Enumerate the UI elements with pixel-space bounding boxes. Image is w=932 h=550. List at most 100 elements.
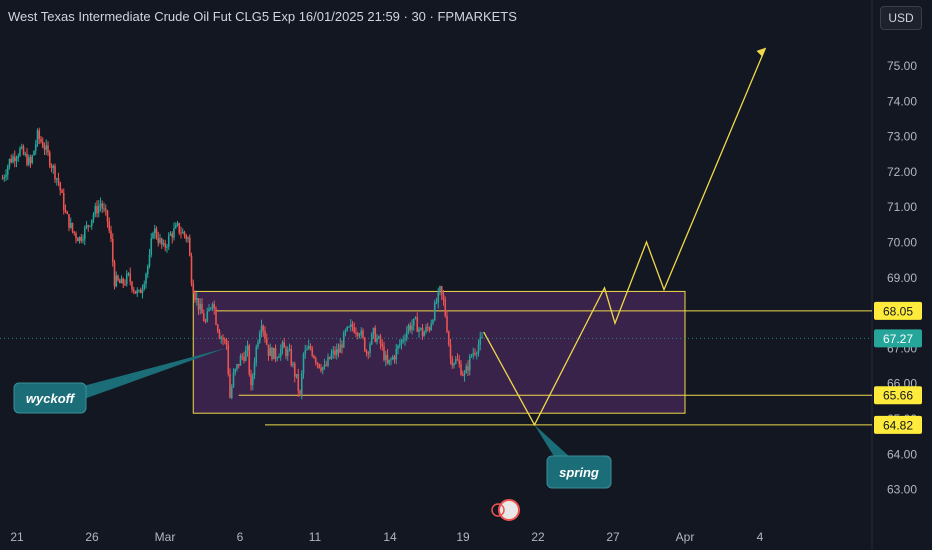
candle-body [412,318,415,326]
candle-body [96,206,98,214]
candle-body [400,340,403,345]
candle-body [225,339,228,345]
candle-body [47,145,49,153]
chart-title: West Texas Intermediate Crude Oil Fut CL… [8,9,517,24]
candle-body [164,243,167,248]
candle-body [472,353,475,356]
candle-body [428,327,431,330]
candle-body [458,360,461,364]
candle-body [470,355,473,357]
candle-body [402,339,405,341]
candle-body [253,362,256,376]
candle-body [279,348,282,357]
candle-body [166,246,168,248]
candle-body [125,274,128,285]
candle-body [197,298,200,310]
candle-body [227,344,230,374]
candle-body [395,348,398,360]
candle-body [169,233,172,236]
spring-callout-pointer [534,424,571,458]
candle-body [192,283,195,293]
candle-body [106,210,109,222]
candle-body [180,232,182,234]
candle-body [134,290,137,294]
candle-body [94,206,97,215]
candle-body [139,290,142,294]
candle-body [89,225,91,227]
wyckoff-callout-pointer [72,347,227,399]
x-tick-label: 26 [85,530,99,544]
candle-body [439,286,441,291]
candle-body [237,364,240,366]
candle-body [468,356,471,371]
candle-body [264,330,266,339]
candle-body [118,280,121,284]
candle-body [356,333,359,336]
candle-body [12,156,14,163]
candle-body [136,290,139,294]
candle-body [27,157,30,165]
candle-body [216,324,219,332]
candle-body [206,311,209,322]
candle-body [430,323,433,330]
candle-body [311,348,314,356]
candle-body [73,231,76,234]
candle-body [397,345,399,349]
candle-body [22,146,25,155]
candle-body [437,290,440,303]
candle-body [213,303,216,309]
candle-body [54,165,56,180]
candle-body [285,347,287,357]
candle-body [463,373,466,376]
candle-body [115,275,118,287]
candle-body [232,372,235,387]
candle-body [425,326,427,333]
candle-body [229,373,231,398]
candle-body [160,238,163,245]
candle-body [132,289,135,291]
candle-body [300,373,303,395]
candle-body [444,299,447,317]
candle-body [57,178,60,183]
candle-body [64,210,67,212]
candle-body [267,344,270,356]
candle-body [341,344,343,348]
candle-body [258,333,261,343]
candle-body [50,165,53,168]
candle-body [230,386,233,398]
candle-body [379,336,382,345]
candle-body [360,330,363,335]
projection-arrowhead [756,47,766,57]
wyckoff-callout-text: wyckoff [26,391,76,406]
candle-body [365,350,368,353]
candle-body [454,359,457,364]
candle-body [99,203,102,206]
candle-body [332,350,335,354]
candle-body [38,130,41,139]
candle-body [381,344,384,347]
candle-body [325,364,328,366]
candle-body [465,366,468,374]
candle-body [293,363,296,377]
candle-body [127,273,130,275]
candle-body [55,178,58,180]
candle-body [299,390,301,395]
candle-body [234,368,237,373]
candle-body [363,337,366,351]
candle-body [155,228,158,238]
currency-button[interactable]: USD [880,6,922,30]
candle-body [215,308,217,325]
candle-body [390,359,392,361]
candle-body [391,356,394,360]
candle-body [339,344,342,353]
candle-body [388,359,391,364]
candle-body [101,203,104,209]
candle-body [250,374,252,386]
candle-body [248,345,251,375]
candle-body [461,374,464,376]
candle-body [36,130,39,145]
candle-body [66,211,69,215]
candle-body [251,375,254,386]
candle-body [195,298,198,301]
